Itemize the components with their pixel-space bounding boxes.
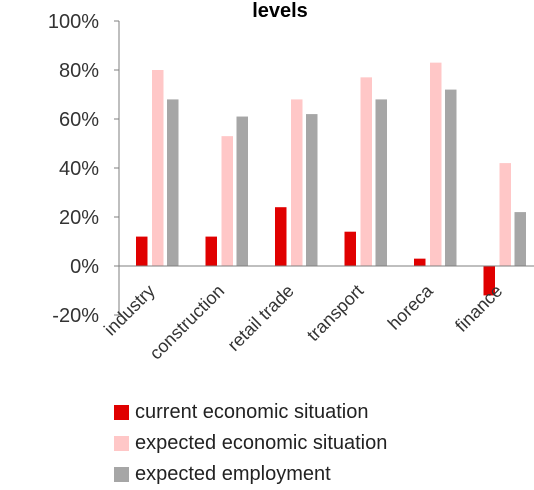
legend-swatch-current: [114, 405, 129, 420]
bar-industry-series-2: [167, 99, 179, 267]
bar-chart: levels -20% 0% 20% 40% 60% 80% 100% industryco…: [48, 0, 534, 364]
x-tick-label: horeca: [384, 280, 438, 334]
x-tick-label: industry: [100, 281, 159, 340]
x-tick-label: transport: [303, 281, 367, 345]
bar-finance-series-2: [514, 212, 526, 266]
bar-transport-series-2: [375, 99, 387, 267]
legend-swatch-expected-situation: [114, 436, 129, 451]
y-tick-label: 20%: [59, 207, 99, 229]
bar-construction-series-2: [236, 116, 248, 266]
bar-retail-trade-series-2: [306, 114, 318, 266]
legend-item-current: current economic situation: [114, 397, 387, 428]
bar-horeca-series-1: [430, 62, 442, 267]
legend-item-expected-employment: expected employment: [114, 459, 387, 490]
legend-label-current: current economic situation: [135, 401, 369, 423]
legend-swatch-expected-employment: [114, 467, 129, 482]
legend-label-expected-employment: expected employment: [135, 463, 331, 485]
legend: current economic situation expected econ…: [114, 397, 387, 490]
bar-finance-series-0: [483, 266, 495, 296]
y-axis: -20% 0% 20% 40% 60% 80% 100%: [48, 11, 120, 327]
x-tick-label: retail trade: [224, 281, 298, 355]
y-tick-label: 80%: [59, 60, 99, 82]
x-tick-label: construction: [146, 281, 229, 364]
legend-label-expected-situation: expected economic situation: [135, 432, 388, 454]
bar-horeca-series-0: [414, 258, 426, 266]
bar-industry-series-1: [152, 70, 164, 266]
y-tick-label: 40%: [59, 158, 99, 180]
bar-construction-series-0: [205, 236, 217, 266]
bar-finance-series-1: [499, 163, 511, 266]
bar-horeca-series-2: [445, 89, 457, 266]
x-tick-label: finance: [451, 281, 506, 336]
y-tick-label: 0%: [70, 256, 99, 278]
bar-industry-series-0: [136, 236, 148, 266]
bars: [136, 62, 526, 296]
y-tick-label: 100%: [48, 11, 99, 33]
y-tick-label: -20%: [52, 305, 99, 327]
bar-transport-series-1: [360, 77, 372, 266]
y-tick-label: 60%: [59, 109, 99, 131]
bar-transport-series-0: [344, 231, 356, 266]
bar-retail-trade-series-1: [291, 99, 303, 267]
bar-construction-series-1: [221, 136, 233, 266]
bar-retail-trade-series-0: [275, 207, 287, 266]
chart-title: levels: [252, 0, 308, 22]
legend-item-expected-situation: expected economic situation: [114, 428, 387, 459]
